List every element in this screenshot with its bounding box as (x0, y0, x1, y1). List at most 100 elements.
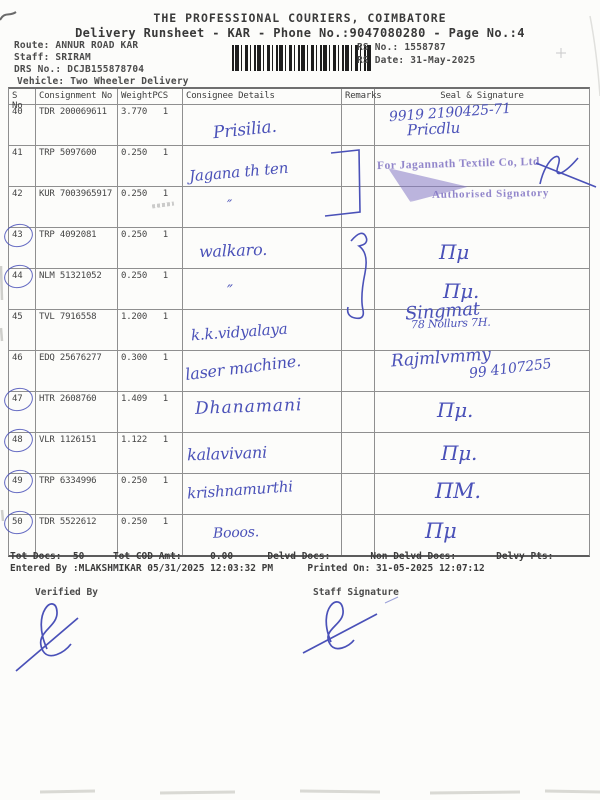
consignee-handwriting: Prisilia. (212, 116, 278, 144)
pcs-value: 1 (162, 394, 168, 404)
pcs-value: 1 (162, 435, 168, 445)
vehicle-line: Vehicle: Two Wheeler Delivery (17, 76, 189, 87)
consignee-cell: ″ (183, 187, 342, 227)
table-body: 40 TDR 200069611 3.770 1 Prisilia. 9919 … (9, 101, 589, 555)
consignment-no: EDQ 25676277 (36, 351, 118, 391)
weight-pcs-cell: 1.122 1 (118, 433, 183, 473)
weight-pcs-cell: 0.250 1 (118, 228, 183, 268)
consignee-handwriting: laser machine. (184, 350, 302, 385)
s-no-cell: 45 (9, 310, 36, 350)
seal-signature-cell: Πμ (375, 515, 589, 555)
s-no-cell: 49 (9, 474, 36, 514)
pcs-value: 1 (162, 517, 168, 527)
s-no: 46 (12, 353, 23, 363)
s-no: 44 (12, 271, 23, 281)
s-no: 50 (12, 517, 23, 527)
s-no: 41 (12, 148, 23, 158)
seal-signature-handwriting: Πμ (425, 519, 457, 543)
consignee-handwriting: ″ (227, 281, 233, 300)
weight-pcs-cell: 0.300 1 (118, 351, 183, 391)
header-consignment-no: Consignment No (36, 89, 118, 113)
seal-signature-cell: Rajmlvmmy 99 4107255 (375, 345, 589, 391)
consignee-cell: k.k.vidyalaya (183, 310, 342, 350)
header-remarks: Remarks (342, 89, 382, 113)
s-no-cell: 41 (9, 146, 36, 186)
seal-signature-cell: Πμ. (375, 269, 589, 309)
consignee-handwriting: krishnamurthi (186, 477, 294, 503)
seal-signature-cell: Πμ. (375, 392, 589, 432)
table-row: 46 EDQ 25676277 0.300 1 laser machine. R… (9, 345, 589, 392)
s-no-cell: 48 (9, 433, 36, 473)
runsheet-title: Delivery Runsheet - KAR - Phone No.:9047… (75, 26, 525, 40)
remarks-cell (342, 187, 375, 227)
weight-value: 0.250 (121, 230, 148, 240)
weight-value: 1.200 (121, 312, 148, 322)
table-row: 45 TVL 7916558 1.200 1 k.k.vidyalaya Sin… (9, 298, 589, 351)
table-row: 50 TDR 5522612 0.250 1 Booos. Πμ (9, 515, 589, 555)
s-no-cell: 40 (9, 105, 36, 145)
consignee-cell: walkaro. (183, 228, 342, 268)
staff-signature (302, 601, 378, 654)
header-pcs: PCS (152, 91, 168, 101)
pcs-value: 1 (162, 312, 168, 322)
seal-signature-handwriting: 78 Nollurs 7H. (410, 315, 491, 332)
consignment-no: NLM 51321052 (36, 269, 118, 309)
consignment-no: TVL 7916558 (36, 310, 118, 350)
plus-artifact (556, 48, 566, 58)
consignment-no: TDR 200069611 (36, 105, 118, 145)
weight-value: 0.250 (121, 148, 148, 158)
entered-printed-line: Entered By :MLAKSHMIKAR 05/31/2025 12:03… (10, 563, 485, 574)
consignee-cell: krishnamurthi (183, 474, 342, 514)
table-row: 48 VLR 1126151 1.122 1 kalavivani Πμ. (9, 433, 589, 474)
consignee-handwriting: Dhanamani (194, 395, 303, 419)
company-title: THE PROFESSIONAL COURIERS, COIMBATORE (153, 11, 447, 25)
weight-pcs-cell: 0.250 1 (118, 269, 183, 309)
pcs-value: 1 (162, 107, 168, 117)
consignee-handwriting: ″ (227, 198, 233, 214)
pcs-value: 1 (162, 189, 168, 199)
consignment-no: TRP 4092081 (36, 228, 118, 268)
consignment-no: KUR 7003965917 (36, 187, 118, 227)
consignment-no: VLR 1126151 (36, 433, 118, 473)
route-line: Route: ANNUR ROAD KAR (14, 40, 139, 51)
drs-no-line: DRS No.: DCJB155878704 (14, 64, 145, 75)
weight-value: 0.250 (121, 517, 148, 527)
remarks-cell (342, 351, 375, 391)
seal-signature-cell: 9919 2190425-71 Pricdlu (375, 101, 589, 145)
pcs-value: 1 (162, 148, 168, 158)
table-header-row: S No Consignment No Weight PCS Consignee… (9, 89, 589, 113)
consignee-handwriting: k.k.vidyalaya (190, 319, 289, 345)
consignee-cell: Jagana th ten (183, 146, 342, 186)
weight-value: 3.770 (121, 107, 148, 117)
consignment-no: HTR 2608760 (36, 392, 118, 432)
remarks-cell (342, 146, 375, 186)
header-weight-pcs: Weight PCS (118, 89, 183, 113)
seal-signature-handwriting: Πμ (439, 240, 470, 264)
weight-pcs-cell: 1.409 1 (118, 392, 183, 432)
weight-pcs-cell: 0.250 1 (118, 474, 183, 514)
s-no-cell: 42 (9, 187, 36, 227)
table-row: 43 TRP 4092081 0.250 1 walkaro. Πμ (9, 228, 589, 269)
s-no: 43 (12, 230, 23, 240)
verified-by-signature (15, 603, 79, 672)
left-edge-smudges (0, 265, 5, 522)
consignee-cell: Booos. (183, 515, 342, 555)
consignee-handwriting: walkaro. (198, 239, 268, 262)
weight-value: 0.300 (121, 353, 148, 363)
consignee-cell: laser machine. (183, 351, 342, 391)
seal-signature-handwriting: Πμ. (437, 398, 474, 422)
consignee-cell: ″ (183, 269, 342, 309)
s-no: 47 (12, 394, 23, 404)
consignee-handwriting: Booos. (212, 524, 260, 542)
remarks-cell (342, 228, 375, 268)
seal-signature-cell: Πμ (375, 228, 589, 268)
consignee-handwriting: kalavivani (186, 442, 268, 465)
header-consignee-details: Consignee Details (183, 89, 342, 113)
remarks-cell (342, 474, 375, 514)
remarks-cell (342, 515, 375, 555)
rs-no-line: RS No.: 1558787 (357, 42, 446, 53)
table-row: 40 TDR 200069611 3.770 1 Prisilia. 9919 … (9, 101, 589, 146)
consignment-no: TRP 6334996 (36, 474, 118, 514)
s-no: 49 (12, 476, 23, 486)
